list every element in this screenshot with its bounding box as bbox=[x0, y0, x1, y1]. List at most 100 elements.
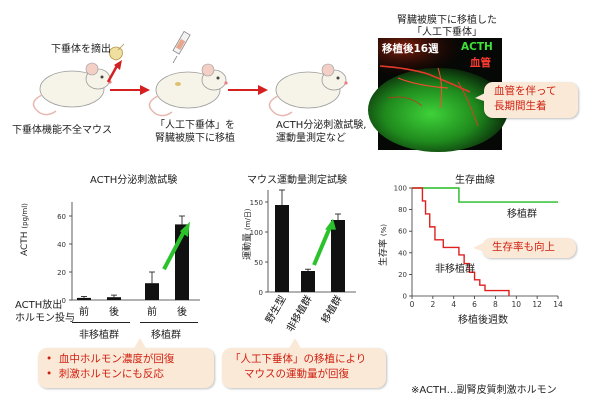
survival-series-line bbox=[412, 187, 558, 203]
acth-bar bbox=[107, 297, 121, 300]
micro-title-1: 腎臓被膜下に移植した bbox=[397, 15, 497, 26]
motor-bar bbox=[275, 205, 289, 292]
callout-hormone-pointer bbox=[133, 338, 147, 350]
acth-yunit-text: (pg/ml) bbox=[21, 203, 29, 229]
survival-xtick-label: 14 bbox=[553, 300, 563, 309]
acth-ytick-label: 40 bbox=[57, 241, 66, 249]
callout-vessel-line2: 長期間生着 bbox=[494, 100, 547, 112]
survival-ylabel-text: 生存率 bbox=[379, 238, 389, 266]
acth-category-label: 前 bbox=[147, 305, 157, 318]
survival-xtick-label: 8 bbox=[493, 300, 498, 309]
acth-ylabel-text: ACTH bbox=[20, 231, 30, 256]
removed-pituitary-icon bbox=[109, 43, 125, 61]
motor-ylabel-text: 運動量 bbox=[243, 232, 253, 260]
survival-xtick-label: 12 bbox=[532, 300, 542, 309]
micro-week-label: 移植後16週 bbox=[382, 43, 439, 55]
label-tests-2: 運動量測定など bbox=[276, 133, 346, 144]
callout-hormone: • 血中ホルモン濃度が回復 • 刺激ホルモンにも反応 bbox=[38, 348, 214, 388]
survival-ytick-label: 0 bbox=[403, 293, 407, 301]
survival-xlabel: 移植後週数 bbox=[458, 315, 508, 326]
acth-category-label: 後 bbox=[109, 305, 119, 318]
survival-xtick-label: 4 bbox=[451, 300, 456, 309]
micrograph-image bbox=[368, 38, 508, 152]
micro-vessel-label: 血管 bbox=[470, 57, 491, 69]
callout-hormone-line1: • 血中ホルモン濃度が回復 bbox=[46, 353, 175, 365]
survival-xtick-label: 2 bbox=[430, 300, 435, 309]
mouse-illustration-2 bbox=[148, 63, 228, 117]
label-hypo-mouse: 下垂体機能不全マウス bbox=[12, 125, 112, 136]
callout-vessel-line1: 血管を伴って bbox=[494, 85, 557, 97]
footnote: ※ACTH…副腎皮質刺激ホルモン bbox=[411, 385, 557, 396]
motor-chart-title: マウス運動量測定試験 bbox=[247, 175, 347, 186]
callout-survival-pointer bbox=[473, 242, 485, 252]
callout-hormone-line2-text: 刺激ホルモンにも反応 bbox=[58, 368, 164, 380]
survival-chart-title: 生存曲線 bbox=[455, 175, 495, 186]
survival-chart: 0 20 40 60 80 100 0 2 4 6 8 10 12 14 bbox=[394, 185, 563, 310]
micro-title-2: 「人工下垂体」 bbox=[412, 27, 482, 38]
survival-ytick-label: 80 bbox=[398, 206, 407, 214]
removal-arrow bbox=[106, 60, 122, 83]
mouse-illustration-3 bbox=[268, 63, 348, 117]
acth-category-label: 前 bbox=[79, 305, 89, 318]
acth-bar bbox=[145, 283, 159, 300]
acth-row-label-1: ACTH放出 bbox=[15, 300, 63, 311]
survival-ylabel: 生存率 (%) bbox=[376, 224, 389, 266]
survival-ytick-label: 20 bbox=[398, 271, 407, 279]
motor-ylabel: 運動量 (m/日) bbox=[240, 208, 253, 260]
survival-yunit-text: (%) bbox=[380, 223, 388, 237]
motor-bar bbox=[331, 220, 345, 292]
callout-motor-line2: マウスの運動量が回復 bbox=[244, 368, 349, 380]
survival-series-line bbox=[412, 187, 510, 296]
survival-xtick-label: 6 bbox=[472, 300, 477, 309]
acth-ylabel: ACTH (pg/ml) bbox=[20, 203, 30, 256]
acth-group-line-1 bbox=[72, 322, 130, 323]
label-transplant-1: 「人工下垂体」を bbox=[155, 120, 235, 131]
acth-trend-arrowhead bbox=[180, 221, 190, 237]
motor-trend-arrow bbox=[312, 226, 332, 266]
mouse-illustration-1 bbox=[32, 62, 112, 116]
motor-category-label: 非移植群 bbox=[283, 293, 314, 334]
syringe-icon bbox=[172, 30, 191, 64]
motor-bar bbox=[301, 271, 315, 292]
survival-label-transplant: 移植群 bbox=[507, 209, 537, 220]
callout-motor: 「人工下垂体」の移植により マウスの運動量が回復 bbox=[222, 348, 386, 388]
motor-ytick-label: 0 bbox=[259, 289, 263, 297]
survival-label-nontransplant: 非移植群 bbox=[435, 264, 475, 275]
acth-chart: 0 20 40 60 前 後 前 後 bbox=[57, 202, 200, 318]
acth-ytick-label: 20 bbox=[57, 269, 66, 277]
label-transplant-2: 腎臓被膜下に移植 bbox=[155, 133, 235, 144]
survival-xtick-label: 10 bbox=[512, 300, 522, 309]
label-tests-1: ACTH分泌刺激試験, bbox=[276, 120, 367, 131]
acth-group-label-1: 非移植群 bbox=[79, 330, 119, 341]
micro-acth-label: ACTH bbox=[461, 41, 493, 53]
motor-category-label: 移植群 bbox=[318, 293, 344, 325]
acth-row-label-2: ホルモン投与 bbox=[15, 313, 75, 324]
callout-survival: 生存率も向上 bbox=[482, 238, 576, 258]
acth-group-label-2: 移植群 bbox=[151, 330, 181, 341]
survival-ytick-label: 40 bbox=[398, 249, 407, 257]
motor-category-label: 野生型 bbox=[262, 293, 288, 325]
callout-vessel-pointer bbox=[475, 92, 487, 102]
callout-survival-text: 生存率も向上 bbox=[492, 241, 555, 253]
acth-ytick-label: 60 bbox=[57, 213, 66, 221]
callout-motor-pointer bbox=[288, 338, 302, 350]
acth-group-line-2 bbox=[140, 322, 198, 323]
step-arrow-2 bbox=[228, 85, 268, 95]
callout-hormone-line1-text: 血中ホルモン濃度が回復 bbox=[58, 353, 175, 365]
motor-ytick-label: 100 bbox=[250, 229, 263, 237]
motor-ytick-label: 50 bbox=[254, 259, 263, 267]
acth-category-label: 後 bbox=[177, 305, 187, 318]
step-arrow-1 bbox=[110, 85, 150, 95]
survival-xtick-label: 0 bbox=[410, 300, 415, 309]
survival-ytick-label: 100 bbox=[394, 185, 407, 193]
acth-trend-arrow bbox=[162, 230, 186, 271]
motor-yunit-text: (m/日) bbox=[244, 208, 252, 231]
callout-hormone-line2: • 刺激ホルモンにも反応 bbox=[46, 368, 164, 380]
motor-ytick-label: 150 bbox=[250, 199, 263, 207]
callout-motor-line1: 「人工下垂体」の移植により bbox=[230, 353, 367, 365]
motor-trend-arrowhead bbox=[325, 218, 336, 230]
callout-vessel: 血管を伴って 長期間生着 bbox=[484, 82, 578, 118]
acth-bar bbox=[77, 297, 91, 300]
survival-ytick-label: 60 bbox=[398, 228, 407, 236]
